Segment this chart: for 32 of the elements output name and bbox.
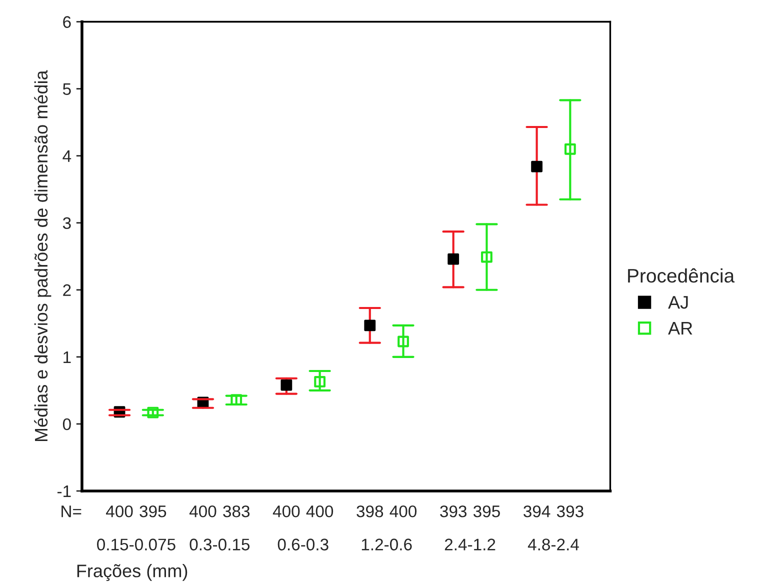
text: 398 <box>356 505 384 518</box>
y-tick-label: 1 <box>64 351 71 363</box>
legend-title: Procedência <box>628 268 735 283</box>
x-tick-label: 0.15-0.075 <box>97 538 176 550</box>
text: 400 <box>106 505 133 518</box>
text: 400 <box>272 505 300 518</box>
text: 400 <box>189 505 216 518</box>
text: N= <box>62 506 82 518</box>
x-tick-label: 4.8-2.4 <box>528 538 579 550</box>
x-tick-label: 1.2-0.6 <box>362 538 412 550</box>
y-tick-label: 2 <box>63 284 71 296</box>
y-tick-label: 6 <box>63 16 71 28</box>
legend-label: AR <box>668 322 692 334</box>
x-tick-label: 0.6-0.3 <box>278 538 328 550</box>
text: 394 <box>524 505 550 518</box>
y-tick-label: 4 <box>62 150 72 162</box>
x-tick-label: 0.3-0.15 <box>190 538 250 550</box>
text: 383 <box>223 505 250 518</box>
y-tick-label: 3 <box>62 217 71 230</box>
y-axis-title: Médias e desvios padrões de dimensão média <box>34 70 52 442</box>
x-axis-title: Frações (mm) <box>77 564 188 581</box>
text: 393 <box>440 505 467 518</box>
legend-label: AJ <box>668 296 688 309</box>
text: 393 <box>556 505 584 518</box>
text: 395 <box>140 505 166 518</box>
y-tick-label: 0 <box>62 418 71 430</box>
text: 400 <box>390 505 417 518</box>
y-tick-label: -1 <box>57 486 71 498</box>
x-tick-label: 2.4-1.2 <box>444 538 496 550</box>
text: 400 <box>306 505 334 518</box>
text: 395 <box>473 505 500 518</box>
y-tick-label: 5 <box>62 83 71 95</box>
